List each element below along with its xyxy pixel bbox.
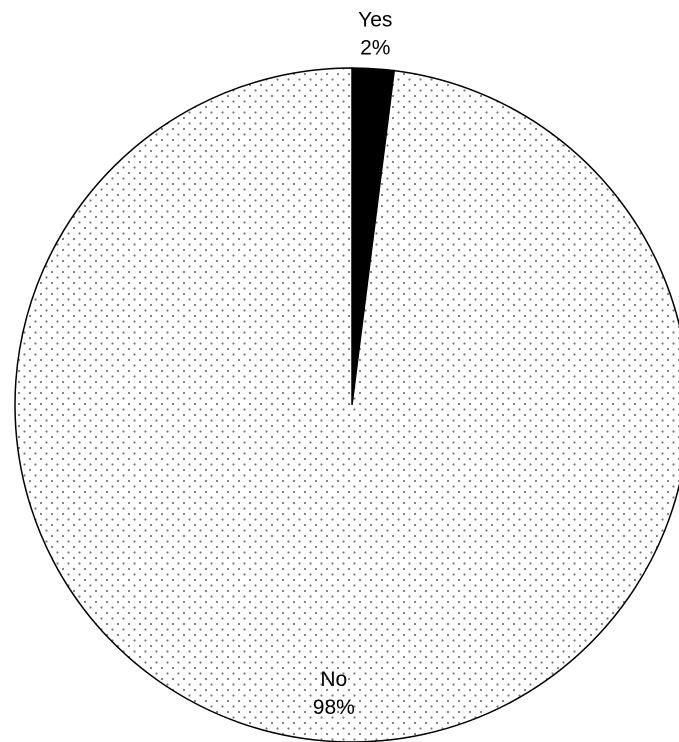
pie-slice <box>14 67 679 742</box>
slice-label: Yes <box>358 9 392 32</box>
slice-value-label: 98% <box>313 696 355 719</box>
slice-value-label: 2% <box>360 37 390 60</box>
slice-label: No <box>320 668 347 691</box>
